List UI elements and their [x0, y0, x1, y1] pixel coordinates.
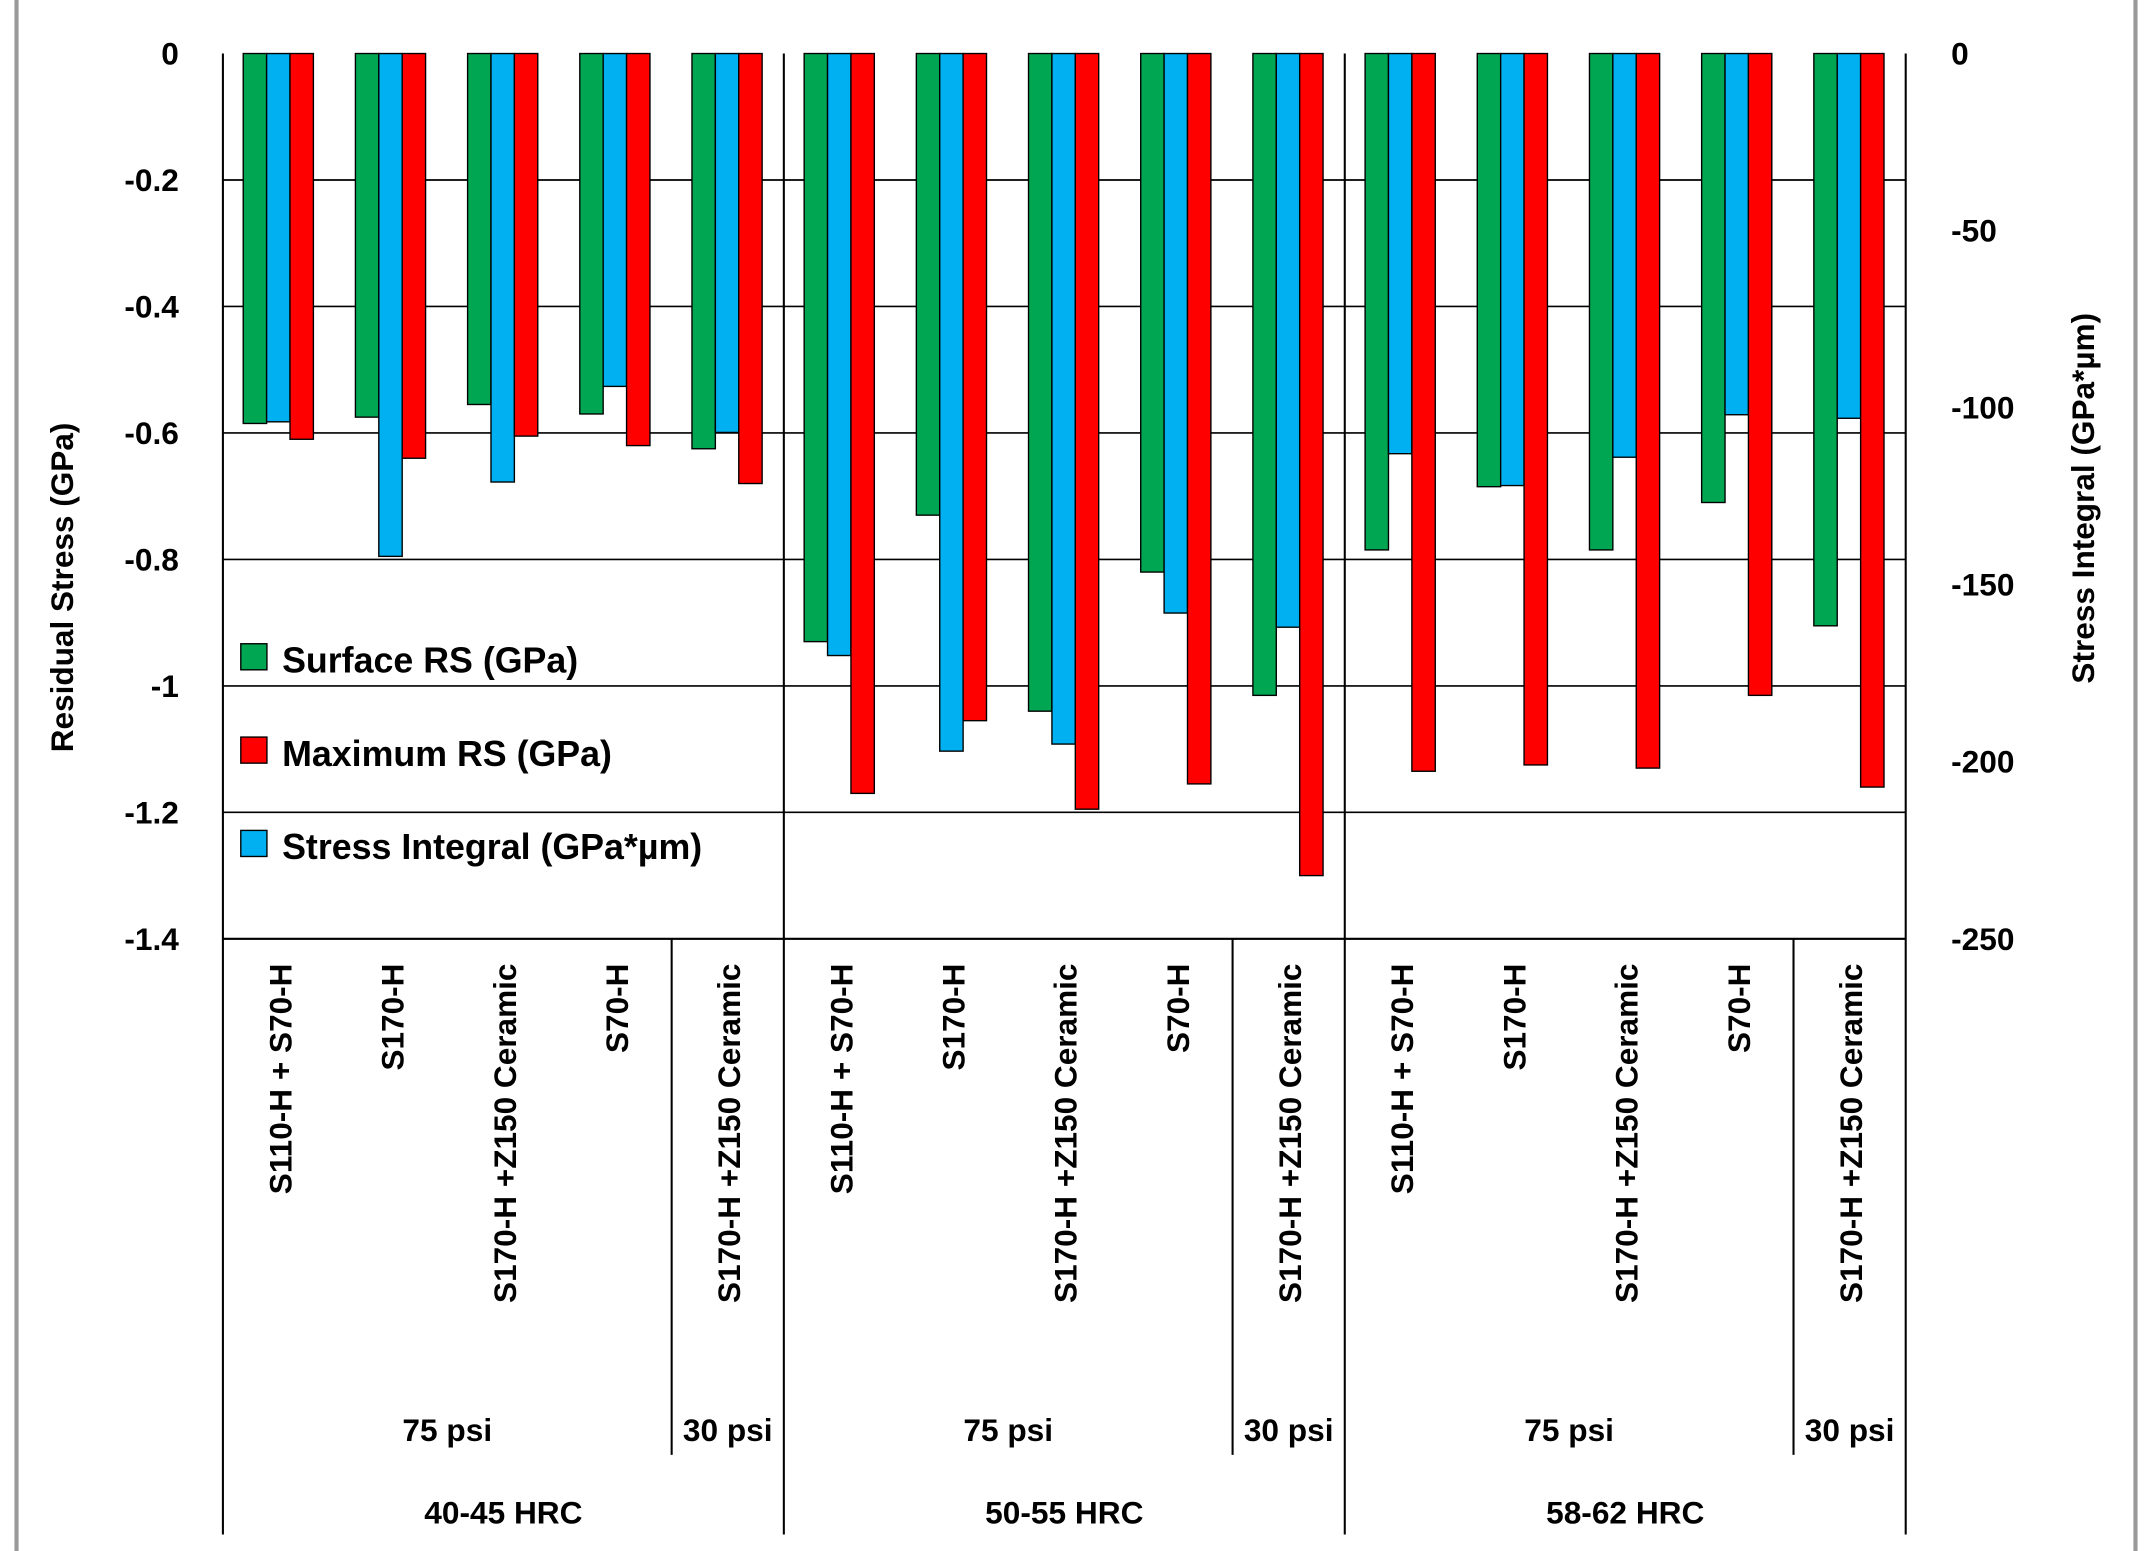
bar-surface-rs-gpa — [1140, 52, 1165, 573]
bar-surface-rs-gpa — [1252, 52, 1277, 697]
bar-stress-integral-gpa-m — [1051, 52, 1076, 745]
legend-swatch — [240, 643, 268, 671]
y-axis-title: Residual Stress (GPa) — [44, 423, 80, 753]
legend-swatch — [240, 829, 268, 858]
bar-maximum-rs-gpa — [1074, 52, 1100, 810]
bar-stress-integral-gpa-m — [602, 52, 628, 388]
y2-axis-title: Stress Integral (GPa*µm) — [2065, 313, 2101, 684]
bar-stress-integral-gpa-m — [265, 52, 291, 423]
bar-stress-integral-gpa-m — [1724, 52, 1750, 416]
category-label: S170-H — [935, 964, 971, 1071]
bar-surface-rs-gpa — [1700, 52, 1726, 504]
y-tick-label: -0.6 — [124, 415, 179, 451]
bar-maximum-rs-gpa — [1747, 52, 1773, 697]
y-tick-label: -1 — [151, 668, 179, 704]
bar-surface-rs-gpa — [691, 52, 717, 450]
category-label: S170-H +Z150 Ceramic — [1048, 964, 1084, 1303]
category-label: S170-H +Z150 Ceramic — [1833, 964, 1869, 1303]
category-label: S170-H +Z150 Ceramic — [1272, 964, 1308, 1303]
right-axis-ticks: 0 -50 -100 -150 -200 -250 — [1951, 36, 2014, 957]
legend: Surface RS (GPa) Maximum RS (GPa) Stress I… — [240, 641, 702, 867]
y-tick-label: 0 — [161, 36, 179, 72]
category-label: S70-H — [1160, 964, 1196, 1053]
bar-maximum-rs-gpa — [1859, 52, 1885, 788]
bar-stress-integral-gpa-m — [1275, 52, 1301, 628]
bar-stress-integral-gpa-m — [714, 52, 740, 434]
y-tick-label: -1.2 — [124, 794, 179, 830]
y-tick-label: -0.2 — [124, 162, 179, 198]
bar-maximum-rs-gpa — [1523, 52, 1549, 766]
bar-maximum-rs-gpa — [738, 52, 763, 485]
category-label: S170-H +Z150 Ceramic — [711, 964, 747, 1303]
category-label: S70-H — [599, 964, 635, 1053]
hardness-label: 40-45 HRC — [424, 1495, 582, 1531]
legend-label: Stress Integral (GPa*µm) — [282, 827, 702, 867]
bar-maximum-rs-gpa — [1411, 52, 1436, 772]
bar-maximum-rs-gpa — [289, 52, 315, 440]
pressure-label: 30 psi — [683, 1412, 773, 1448]
category-label: S170-H — [1496, 964, 1532, 1071]
y-tick-label: -1.4 — [124, 921, 179, 957]
category-label: S70-H — [1721, 964, 1757, 1053]
bar-surface-rs-gpa — [803, 52, 829, 643]
legend-label: Surface RS (GPa) — [282, 641, 578, 681]
bar-maximum-rs-gpa — [850, 52, 876, 795]
y2-tick-label: 0 — [1951, 36, 1969, 72]
pressure-label: 30 psi — [1805, 1412, 1895, 1448]
bar-stress-integral-gpa-m — [378, 52, 403, 558]
bar-stress-integral-gpa-m — [1387, 52, 1413, 455]
bar-surface-rs-gpa — [466, 52, 492, 406]
category-label: S170-H — [375, 964, 411, 1071]
bar-maximum-rs-gpa — [1635, 52, 1661, 769]
bar-surface-rs-gpa — [1813, 52, 1838, 627]
category-labels: S110-H + S70-H S170-H S170-H +Z150 Ceramic… — [262, 964, 1869, 1303]
bar-maximum-rs-gpa — [962, 52, 988, 722]
bar-stress-integral-gpa-m — [1612, 52, 1637, 458]
category-label: S170-H +Z150 Ceramic — [487, 964, 523, 1303]
bar-maximum-rs-gpa — [1298, 52, 1324, 877]
bar-stress-integral-gpa-m — [1836, 52, 1862, 419]
y2-tick-label: -150 — [1951, 567, 2014, 603]
bar-stress-integral-gpa-m — [490, 52, 516, 483]
y2-tick-label: -250 — [1951, 921, 2014, 957]
pressure-label: 75 psi — [1524, 1412, 1614, 1448]
bar-surface-rs-gpa — [1476, 52, 1502, 488]
bar-maximum-rs-gpa — [1186, 52, 1212, 785]
group-labels: 75 psi 30 psi 75 psi 30 psi 75 psi 30 psi 40-4… — [402, 1412, 1894, 1530]
y2-tick-label: -100 — [1951, 390, 2014, 426]
left-axis-ticks: 0 -0.2 -0.4 -0.6 -0.8 -1 -1.2 -1.4 — [124, 36, 179, 957]
bar-surface-rs-gpa — [242, 52, 268, 425]
pressure-label: 75 psi — [402, 1412, 492, 1448]
bar-maximum-rs-gpa — [625, 52, 651, 447]
bar-surface-rs-gpa — [579, 52, 604, 415]
bar-surface-rs-gpa — [1588, 52, 1614, 551]
pressure-label: 30 psi — [1244, 1412, 1334, 1448]
bar-maximum-rs-gpa — [401, 52, 427, 459]
category-label: S170-H +Z150 Ceramic — [1609, 964, 1645, 1303]
bar-surface-rs-gpa — [1027, 52, 1053, 712]
axes — [221, 53, 1907, 1535]
hardness-label: 50-55 HRC — [985, 1495, 1143, 1531]
legend-swatch — [240, 736, 268, 764]
bars — [242, 52, 1885, 877]
category-label: S110-H + S70-H — [1384, 964, 1420, 1195]
bar-stress-integral-gpa-m — [826, 52, 852, 657]
pressure-label: 75 psi — [963, 1412, 1053, 1448]
bar-stress-integral-gpa-m — [1499, 52, 1525, 487]
category-label: S110-H + S70-H — [262, 964, 298, 1195]
y-tick-label: -0.8 — [124, 541, 179, 577]
bar-stress-integral-gpa-m — [1163, 52, 1189, 614]
bar-maximum-rs-gpa — [513, 52, 539, 437]
legend-label: Maximum RS (GPa) — [282, 734, 612, 774]
category-label: S110-H + S70-H — [823, 964, 859, 1195]
bar-surface-rs-gpa — [354, 52, 380, 418]
y-tick-label: -0.4 — [124, 288, 179, 324]
y2-tick-label: -200 — [1951, 744, 2014, 780]
y2-tick-label: -50 — [1951, 213, 1997, 249]
bar-surface-rs-gpa — [1364, 52, 1390, 551]
bar-stress-integral-gpa-m — [939, 52, 964, 752]
bar-surface-rs-gpa — [915, 52, 941, 516]
hardness-label: 58-62 HRC — [1546, 1495, 1704, 1531]
